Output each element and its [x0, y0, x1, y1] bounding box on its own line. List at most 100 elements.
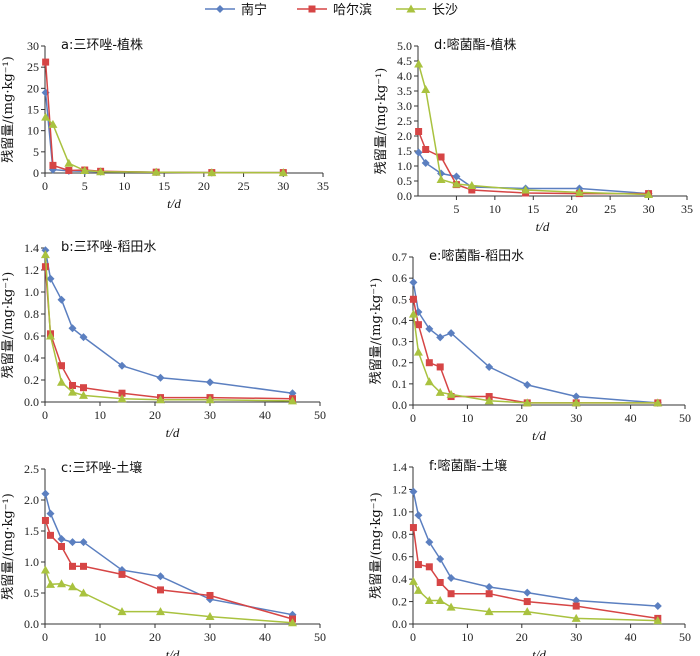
y-tick-label: 0.5 [397, 174, 412, 188]
series-line-南宁 [44, 250, 293, 394]
data-point [69, 382, 76, 389]
y-tick-label: 0.5 [392, 292, 407, 306]
data-point [523, 588, 532, 597]
y-tick-label: 0.8 [392, 527, 407, 541]
x-tick-label: 25 [604, 202, 616, 216]
series-line-南宁 [44, 92, 284, 174]
data-point [288, 618, 297, 627]
data-point [48, 119, 58, 128]
series-line-哈尔滨 [44, 62, 284, 174]
data-point [653, 602, 662, 611]
y-tick-label: 0.2 [392, 356, 407, 370]
y-tick-label: 0.8 [24, 307, 39, 321]
legend-marker-0 [216, 5, 224, 13]
y-tick-label: 1.0 [24, 555, 39, 569]
y-tick-label: 1.0 [24, 285, 39, 299]
data-point [447, 590, 455, 598]
data-point [644, 190, 654, 198]
x-tick-label: 35 [317, 179, 329, 193]
y-tick-label: 0.6 [392, 550, 407, 564]
x-tick-label: 0 [410, 411, 416, 425]
y-tick-label: 0.6 [24, 329, 39, 343]
x-tick-label: 10 [461, 411, 473, 425]
data-point [484, 396, 494, 405]
panel-5: 0.0 0.2 0.4 0.6 0.8 1.0 1.2 1.4 0 10 20 30 40 50 f:嘧菌酯… [369, 458, 691, 656]
series-line-长沙 [417, 63, 649, 196]
data-point [40, 250, 50, 259]
y-tick-label: 0.0 [24, 395, 39, 409]
data-point [409, 487, 418, 496]
data-point [574, 187, 584, 196]
x-tick-label: 10 [489, 202, 501, 216]
data-point [446, 389, 456, 398]
data-point [157, 586, 164, 594]
y-tick-label: 3.5 [397, 84, 412, 98]
panel-title: e:嘧菌酯-稻田水 [429, 249, 524, 264]
x-tick-label: 15 [158, 179, 170, 193]
data-point [409, 295, 417, 303]
series-line-南宁 [44, 493, 293, 616]
x-axis-label: t/d [166, 425, 180, 440]
data-point [485, 590, 493, 598]
x-tick-label: 10 [94, 408, 106, 422]
panel-3: 0.0 0.1 0.2 0.3 0.4 0.5 0.6 0.7 0 10 20 30 40 50 e:嘧菌酯… [369, 249, 691, 443]
panel-title: f:嘧菌酯-土壤 [429, 458, 507, 474]
series-line-长沙 [412, 314, 658, 404]
data-point [96, 167, 106, 176]
data-point [425, 563, 433, 571]
data-point [452, 172, 461, 181]
data-point [68, 387, 77, 396]
data-point [80, 562, 87, 570]
y-tick-label: 1.4 [392, 460, 407, 474]
data-point [413, 585, 423, 594]
y-tick-label: 0 [33, 166, 39, 180]
data-point [425, 359, 433, 367]
x-tick-label: 35 [681, 202, 693, 216]
series-line-长沙 [412, 581, 658, 622]
x-tick-label: 10 [118, 179, 130, 193]
legend: 南宁 哈尔滨 长沙 [205, 2, 458, 18]
data-point [437, 153, 445, 161]
x-tick-label: 30 [204, 408, 216, 422]
data-point [447, 329, 456, 338]
data-point [57, 377, 66, 386]
data-point [156, 373, 165, 382]
data-point [446, 602, 456, 611]
y-tick-label: 4.5 [397, 54, 412, 68]
y-tick-label: 5.0 [397, 39, 412, 53]
y-tick-label: 0.0 [392, 398, 407, 412]
data-point [414, 321, 422, 329]
data-point [64, 158, 74, 167]
x-tick-label: 10 [461, 630, 473, 644]
legend-marker-1 [308, 5, 316, 13]
panel-title: c:三环唑-土壤 [61, 460, 142, 476]
data-point [421, 85, 431, 93]
legend-label-2: 长沙 [432, 3, 458, 18]
x-tick-label: 50 [314, 630, 326, 644]
data-point [68, 538, 77, 547]
data-point [46, 274, 55, 283]
x-axis-label: t/d [166, 647, 180, 656]
x-axis-label: t/d [532, 647, 546, 656]
y-tick-label: 2.0 [397, 129, 412, 143]
y-tick-label: 0.7 [392, 250, 407, 264]
data-point [118, 389, 126, 397]
data-point [571, 613, 581, 622]
x-tick-label: 30 [643, 202, 655, 216]
y-tick-label: 10 [27, 124, 39, 138]
x-tick-label: 30 [570, 630, 582, 644]
x-tick-label: 50 [314, 408, 326, 422]
data-point [49, 161, 57, 169]
y-tick-label: 0.6 [392, 271, 407, 285]
x-tick-label: 10 [94, 630, 106, 644]
y-tick-label: 1.0 [392, 505, 407, 519]
data-point [451, 179, 461, 188]
data-point [413, 347, 423, 356]
data-point [151, 167, 161, 176]
data-point [653, 398, 663, 407]
y-tick-label: 0.2 [392, 595, 407, 609]
data-point [79, 588, 88, 597]
data-point [408, 576, 418, 585]
y-tick-label: 1.5 [24, 524, 39, 538]
data-point [156, 395, 165, 404]
